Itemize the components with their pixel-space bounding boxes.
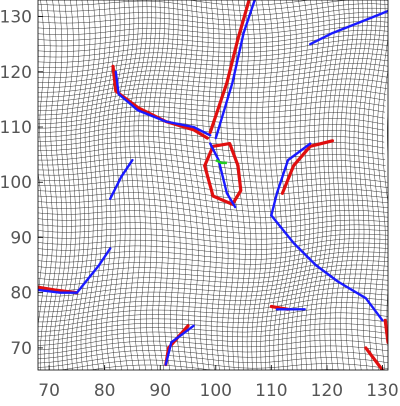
red-contour-line [383, 318, 388, 344]
y-tick-label: 100 [0, 173, 32, 193]
x-axis-ticks: 70 80 90 100 110 120 130 [38, 365, 399, 401]
y-tick-label: 110 [0, 118, 32, 138]
y-tick-label: 80 [10, 284, 32, 304]
x-tick-label: 90 [149, 381, 171, 401]
y-tick-label: 90 [10, 228, 32, 248]
contour-lines [38, 0, 388, 370]
y-axis-ticks: 70 80 90 100 110 120 130 [0, 8, 43, 359]
red-contour-line [364, 346, 384, 370]
blue-contour-line [114, 70, 212, 137]
blue-contour-line [75, 247, 112, 294]
x-tick-label: 80 [94, 381, 116, 401]
blue-contour-line [309, 9, 388, 46]
red-contour-line [280, 139, 334, 195]
green-marker-line [215, 158, 227, 165]
red-contour-line [111, 64, 209, 140]
blue-contour-line [38, 288, 79, 294]
green-marker [215, 158, 227, 165]
x-tick-label: 110 [255, 381, 287, 401]
x-tick-label: 70 [38, 381, 60, 401]
red-contour-line [208, 0, 251, 135]
blue-contour-line [270, 142, 312, 217]
red-contour-line [203, 142, 243, 206]
x-tick-label: 130 [366, 381, 398, 401]
blue-contour-line [109, 158, 134, 200]
blue-contour-line [209, 142, 237, 209]
x-tick-label: 100 [200, 381, 232, 401]
y-tick-label: 120 [0, 63, 32, 83]
y-tick-label: 130 [0, 8, 32, 28]
blue-contour-line [164, 324, 195, 366]
y-tick-label: 70 [10, 339, 32, 359]
blue-contour-line [214, 0, 256, 140]
blue-contour-line [270, 214, 384, 322]
plot-frame [37, 0, 389, 371]
mesh-lines [38, 0, 388, 370]
deformed-mesh [38, 0, 388, 370]
x-tick-label: 120 [311, 381, 343, 401]
